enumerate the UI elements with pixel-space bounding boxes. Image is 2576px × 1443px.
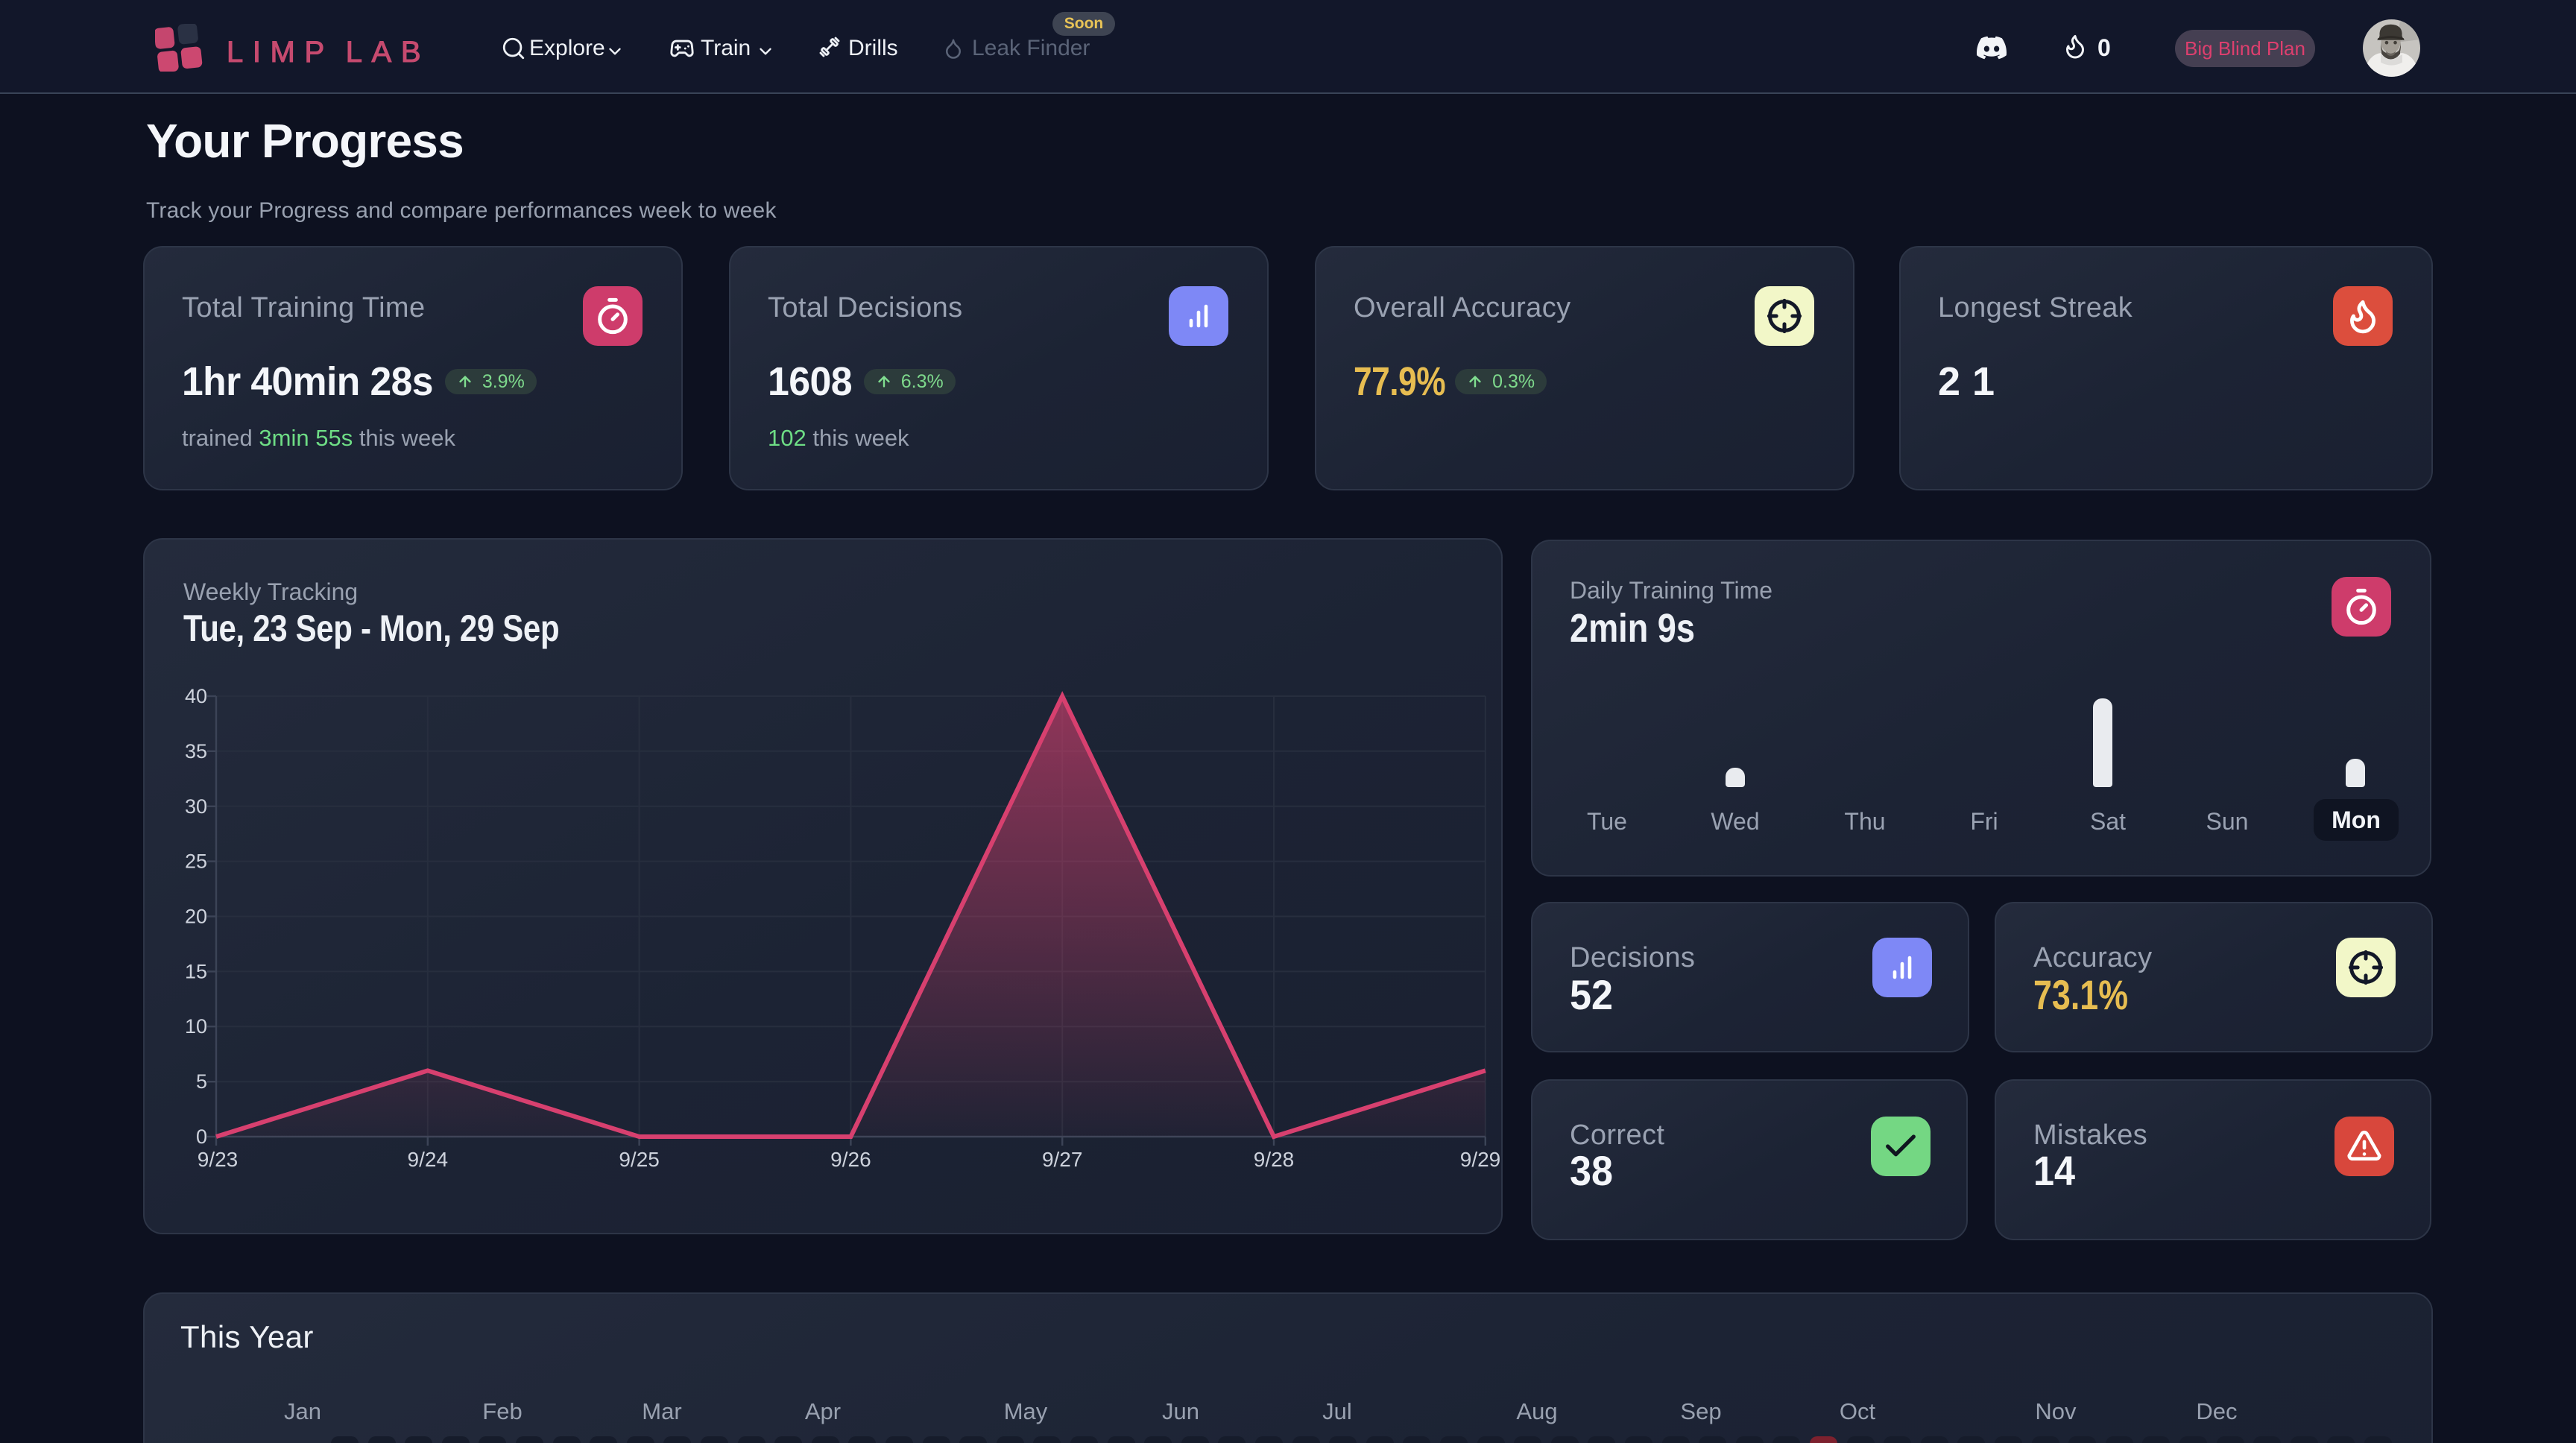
svg-text:9/27: 9/27 (1042, 1148, 1083, 1171)
svg-text:9/29: 9/29 (1460, 1148, 1501, 1171)
svg-text:9/28: 9/28 (1254, 1148, 1295, 1171)
svg-text:35: 35 (185, 740, 207, 762)
svg-text:30: 30 (185, 795, 207, 818)
svg-text:9/24: 9/24 (408, 1148, 449, 1171)
svg-text:15: 15 (185, 960, 207, 982)
svg-text:5: 5 (196, 1070, 207, 1093)
svg-text:0: 0 (196, 1125, 207, 1148)
svg-text:40: 40 (185, 685, 207, 707)
svg-text:9/26: 9/26 (830, 1148, 871, 1171)
svg-text:9/25: 9/25 (619, 1148, 660, 1171)
svg-text:9/23: 9/23 (198, 1148, 239, 1171)
svg-text:25: 25 (185, 850, 207, 873)
svg-text:20: 20 (185, 906, 207, 928)
svg-text:10: 10 (185, 1015, 207, 1038)
